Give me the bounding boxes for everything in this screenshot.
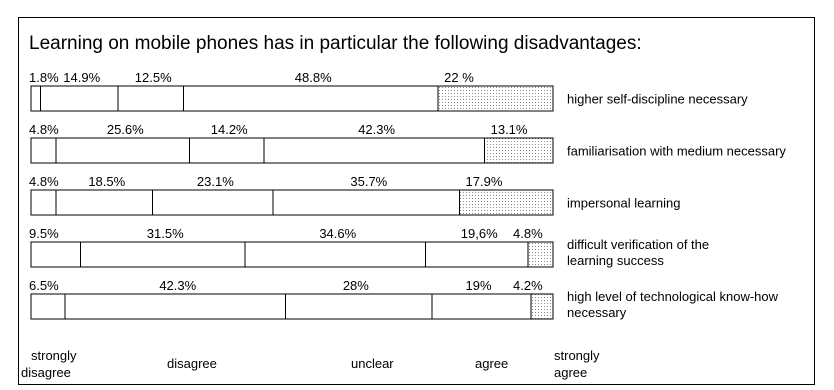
legend-label: unclear: [351, 356, 394, 371]
bar-segment: [39, 85, 119, 112]
bar-segment: [55, 137, 191, 164]
value-label: 42.3%: [358, 122, 395, 137]
value-label: 42.3%: [159, 278, 196, 293]
value-label: 19%: [465, 278, 491, 293]
value-label: 14.2%: [211, 122, 248, 137]
bar-segment: [182, 85, 439, 112]
bar-segment: [152, 189, 274, 216]
category-label: necessary: [567, 305, 627, 320]
value-label: 34.6%: [319, 226, 356, 241]
legend-label: disagree: [167, 356, 217, 371]
bar-row: 6.5% 42.3% 28% 19% 4.2% high level of technol…: [29, 278, 779, 320]
value-label: 13.1%: [491, 122, 528, 137]
bar-segment: [530, 293, 554, 320]
value-label: 14.9%: [63, 70, 100, 85]
value-label: 4.8%: [29, 122, 59, 137]
category-label: higher self-discipline necessary: [567, 92, 748, 107]
bar-segment: [64, 293, 287, 320]
value-label: 35.7%: [350, 174, 387, 189]
bar-segment: [80, 241, 246, 268]
chart-title: Learning on mobile phones has in particu…: [29, 33, 642, 54]
value-label: 18.5%: [88, 174, 125, 189]
value-label: 9.5%: [29, 226, 59, 241]
bar-segment: [55, 189, 154, 216]
bar-segment: [117, 85, 184, 112]
bar-segment: [263, 137, 486, 164]
bar-row: 4.8% 18.5% 23.1% 35.7% 17.9% impersonal learn…: [29, 174, 680, 216]
legend-label: disagree: [21, 365, 71, 380]
legend-label: agree: [475, 356, 508, 371]
legend-label: strongly: [31, 348, 77, 363]
value-label: 1.8%: [29, 70, 59, 85]
bar-segment: [244, 241, 427, 268]
value-label: 48.8%: [295, 70, 332, 85]
value-label: 17.9%: [466, 174, 503, 189]
value-label: 25.6%: [107, 122, 144, 137]
value-label: 12.5%: [135, 70, 172, 85]
value-label: 23.1%: [197, 174, 234, 189]
bar-row: 9.5% 31.5% 34.6% 19,6% 4.8% difficult verific…: [29, 226, 709, 268]
value-label: 19,6%: [461, 226, 498, 241]
value-label: 4.2%: [513, 278, 543, 293]
value-label: 22 %: [444, 70, 474, 85]
bar-segment: [30, 137, 57, 164]
bar-segment: [189, 137, 265, 164]
bar-row: 1.8% 14.9% 12.5% 48.8% 22 % higher self-disci…: [29, 70, 748, 112]
bar-segment: [527, 241, 554, 268]
bar-segment: [30, 85, 41, 112]
bar-row: 4.8% 25.6% 14.2% 42.3% 13.1% familiarisation …: [29, 122, 786, 164]
value-label: 6.5%: [29, 278, 59, 293]
bar-segment: [30, 189, 57, 216]
category-label: impersonal learning: [567, 196, 680, 211]
bar-segment: [30, 293, 66, 320]
category-label: high level of technological know-how: [567, 289, 779, 304]
value-label: 31.5%: [147, 226, 184, 241]
bar-segment: [30, 241, 82, 268]
bar-segment: [431, 293, 532, 320]
chart-frame: Learning on mobile phones has in particu…: [18, 17, 815, 385]
value-label: 4.8%: [29, 174, 59, 189]
bar-segment: [484, 137, 554, 164]
value-label: 4.8%: [513, 226, 543, 241]
category-label: learning success: [567, 253, 664, 268]
bar-segment: [459, 189, 554, 216]
bar-segment: [285, 293, 433, 320]
category-label: familiarisation with medium necessary: [567, 144, 786, 159]
chart-svg: Learning on mobile phones has in particu…: [21, 33, 786, 380]
bar-segment: [272, 189, 461, 216]
value-label: 28%: [343, 278, 369, 293]
category-label: difficult verification of the: [567, 237, 709, 252]
legend-label: agree: [554, 365, 587, 380]
legend-label: strongly: [554, 348, 600, 363]
bar-segment: [425, 241, 529, 268]
bar-segment: [437, 85, 554, 112]
